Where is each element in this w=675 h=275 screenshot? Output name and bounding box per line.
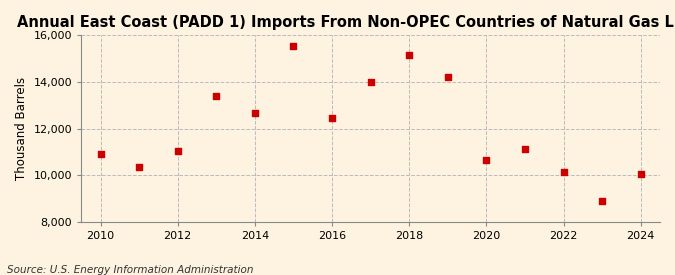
Y-axis label: Thousand Barrels: Thousand Barrels: [15, 77, 28, 180]
Point: [404, 53, 414, 57]
Point: [288, 44, 299, 48]
Point: [520, 147, 531, 152]
Text: Source: U.S. Energy Information Administration: Source: U.S. Energy Information Administ…: [7, 265, 253, 275]
Point: [211, 94, 221, 98]
Point: [327, 116, 338, 120]
Point: [635, 172, 646, 176]
Point: [442, 75, 453, 79]
Point: [250, 111, 261, 116]
Point: [558, 169, 569, 174]
Point: [172, 148, 183, 153]
Point: [365, 80, 376, 84]
Title: Annual East Coast (PADD 1) Imports From Non-OPEC Countries of Natural Gas Liquid: Annual East Coast (PADD 1) Imports From …: [17, 15, 675, 30]
Point: [597, 199, 608, 203]
Point: [481, 158, 492, 162]
Point: [134, 165, 144, 169]
Point: [95, 152, 106, 156]
